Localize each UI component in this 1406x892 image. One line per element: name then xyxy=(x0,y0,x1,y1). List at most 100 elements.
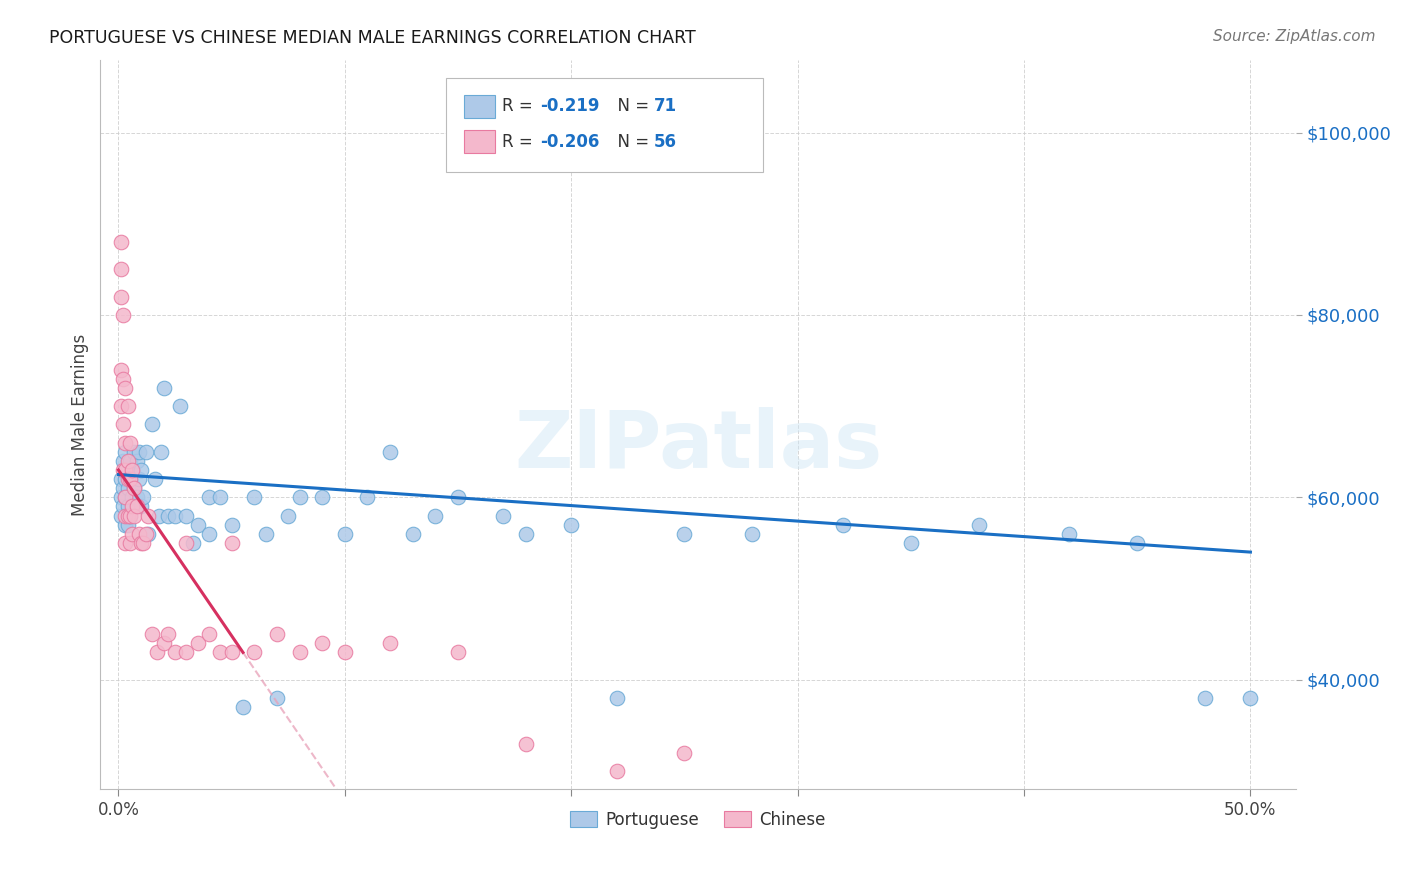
Point xyxy=(111,481,134,495)
Point xyxy=(209,491,232,505)
Point xyxy=(146,645,169,659)
Point xyxy=(266,627,288,641)
Point xyxy=(118,472,141,486)
Point xyxy=(447,491,470,505)
Point xyxy=(1194,691,1216,706)
Point xyxy=(118,536,141,550)
Point xyxy=(121,463,143,477)
Point xyxy=(266,691,288,706)
Point xyxy=(356,491,378,505)
Point xyxy=(198,627,221,641)
Point xyxy=(129,500,152,514)
Point xyxy=(124,481,146,495)
Text: N =: N = xyxy=(607,133,655,151)
Point xyxy=(152,636,174,650)
Text: R =: R = xyxy=(502,133,538,151)
Point xyxy=(124,444,146,458)
Point xyxy=(132,536,155,550)
Point xyxy=(110,235,132,249)
Point xyxy=(121,463,143,477)
Point xyxy=(243,491,266,505)
Point xyxy=(333,645,356,659)
Point xyxy=(900,536,922,550)
Point xyxy=(515,526,537,541)
Point xyxy=(129,536,152,550)
Point xyxy=(110,399,132,413)
Point xyxy=(117,472,139,486)
Point xyxy=(311,636,333,650)
Point xyxy=(118,472,141,486)
Text: Source: ZipAtlas.com: Source: ZipAtlas.com xyxy=(1212,29,1375,44)
Point xyxy=(141,627,163,641)
Point xyxy=(1126,536,1149,550)
Point xyxy=(111,454,134,468)
Point xyxy=(110,491,132,505)
Point xyxy=(741,526,763,541)
Point xyxy=(169,399,191,413)
Point xyxy=(111,500,134,514)
Point xyxy=(288,645,311,659)
Point xyxy=(114,435,136,450)
Point xyxy=(128,444,150,458)
Point xyxy=(402,526,425,541)
Point xyxy=(277,508,299,523)
Text: 56: 56 xyxy=(654,133,676,151)
Point xyxy=(492,508,515,523)
Text: -0.206: -0.206 xyxy=(540,133,599,151)
Point xyxy=(198,491,221,505)
Point xyxy=(425,508,447,523)
Point xyxy=(110,262,132,277)
Point xyxy=(157,508,180,523)
Point xyxy=(118,454,141,468)
Point xyxy=(117,481,139,495)
Point xyxy=(141,417,163,432)
Point xyxy=(125,454,148,468)
Point xyxy=(176,508,198,523)
Legend: Portuguese, Chinese: Portuguese, Chinese xyxy=(564,805,832,836)
Point xyxy=(114,463,136,477)
Point xyxy=(114,536,136,550)
Point xyxy=(110,508,132,523)
Point xyxy=(150,444,173,458)
Point xyxy=(181,536,204,550)
Text: 71: 71 xyxy=(654,97,676,115)
Point xyxy=(176,645,198,659)
Text: ZIPatlas: ZIPatlas xyxy=(515,408,882,485)
Point xyxy=(128,526,150,541)
Point xyxy=(187,636,209,650)
Point xyxy=(165,508,187,523)
Point xyxy=(187,517,209,532)
Point xyxy=(152,381,174,395)
Point xyxy=(117,399,139,413)
Point xyxy=(157,627,180,641)
Point xyxy=(114,508,136,523)
Text: -0.219: -0.219 xyxy=(540,97,599,115)
Point xyxy=(515,737,537,751)
Point xyxy=(132,491,155,505)
Point xyxy=(198,526,221,541)
Point xyxy=(114,517,136,532)
Point xyxy=(232,700,254,714)
Point xyxy=(378,444,401,458)
Point xyxy=(125,491,148,505)
Y-axis label: Median Male Earnings: Median Male Earnings xyxy=(72,334,89,516)
Point xyxy=(605,764,627,778)
Point xyxy=(1059,526,1081,541)
Point xyxy=(129,463,152,477)
Point xyxy=(143,472,166,486)
Point xyxy=(111,372,134,386)
Point xyxy=(136,508,159,523)
Point xyxy=(148,508,170,523)
Point xyxy=(114,491,136,505)
Point xyxy=(221,536,243,550)
Point xyxy=(832,517,855,532)
Text: PORTUGUESE VS CHINESE MEDIAN MALE EARNINGS CORRELATION CHART: PORTUGUESE VS CHINESE MEDIAN MALE EARNIN… xyxy=(49,29,696,46)
Point xyxy=(111,308,134,322)
Point xyxy=(125,500,148,514)
Point xyxy=(110,472,132,486)
Point xyxy=(209,645,232,659)
Point xyxy=(136,526,159,541)
Point xyxy=(1239,691,1261,706)
Point xyxy=(135,526,157,541)
Point xyxy=(221,517,243,532)
